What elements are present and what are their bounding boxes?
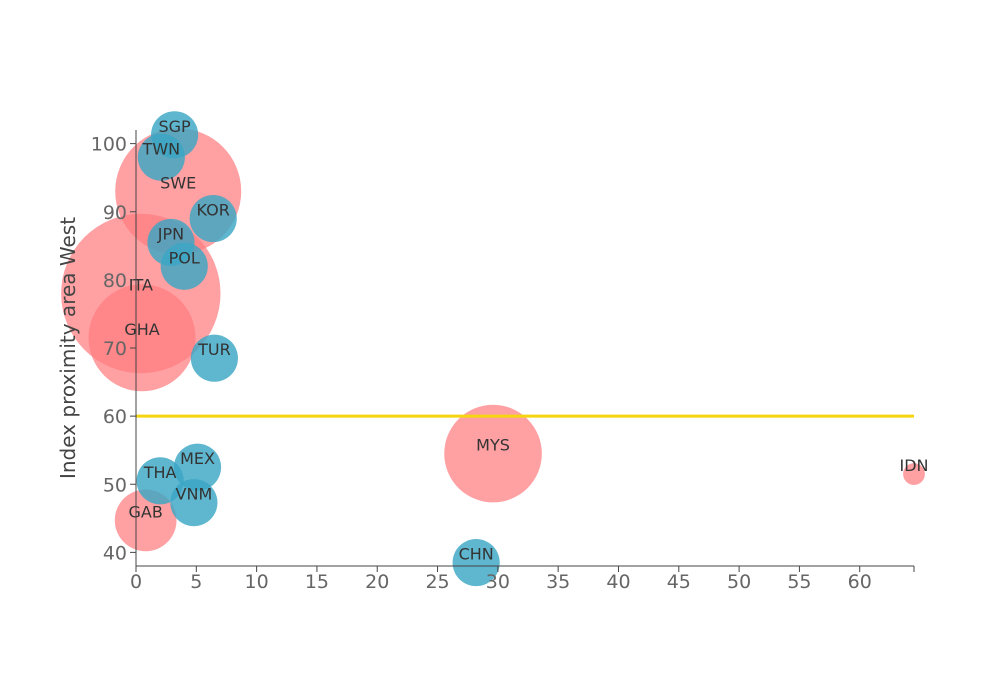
x-tick-label: 10 [245,571,269,593]
bubble-idn [903,463,925,485]
bubble-label-sgp: SGP [158,117,191,136]
bubble-twn [137,133,185,181]
bubble-kor [189,194,237,243]
bubble-label-mys: MYS [476,436,510,455]
bubble-label-mex: MEX [180,449,215,468]
y-tick-label: 70 [103,338,127,360]
x-tick-label: 40 [606,571,630,593]
bubble-mys [444,404,542,503]
bubble-label-vnm: VNM [176,485,213,504]
x-tick-label: 20 [365,571,389,593]
bubble-layer [61,111,925,587]
x-tick-label: 45 [667,571,691,593]
x-tick-label: 60 [848,571,872,593]
y-tick-label: 60 [103,406,127,428]
x-tick-label: 50 [727,571,751,593]
bubble-label-kor: KOR [197,201,230,220]
x-tick-label: 25 [425,571,449,593]
x-tick-label: 5 [190,571,202,593]
y-tick-label: 40 [103,542,127,564]
bubble-label-twn: TWN [142,139,181,158]
bubble-label-jpn: JPN [157,224,184,243]
x-tick-label: 0 [130,571,142,593]
bubble-pol [160,242,208,290]
bubble-label-gab: GAB [128,502,162,521]
x-tick-label: 15 [305,571,329,593]
y-tick-label: 50 [103,474,127,496]
bubble-mex [173,443,222,491]
bubble-label-swe: SWE [160,173,196,192]
bubble-label-gha: GHA [124,320,159,339]
bubble-gha [88,284,196,392]
bubble-label-ita: ITA [129,276,153,295]
bubble-tha [136,457,184,505]
bubble-label-idn: IDN [899,456,928,475]
bubble-chn [452,539,500,587]
bubble-gab [114,489,177,552]
bubble-tur [190,334,238,382]
x-tick-label: 35 [546,571,570,593]
y-tick-label: 80 [103,270,127,292]
x-tick-label: 30 [486,571,510,593]
y-tick-label: 90 [103,202,127,224]
bubble-label-pol: POL [169,248,200,267]
bubble-label-chn: CHN [459,545,494,564]
bubble-label-tur: TUR [197,340,231,359]
y-axis-title: Index proximity area West [56,217,80,479]
bubble-label-tha: THA [143,463,177,482]
bubble-vnm [170,479,218,527]
y-tick-label: 100 [91,134,127,156]
axes: 0 5 10 15 20 25 30 35 40 45 50 55 60 40 50 60 70 80 90 100 [91,130,915,593]
x-tick-label: 55 [787,571,811,593]
